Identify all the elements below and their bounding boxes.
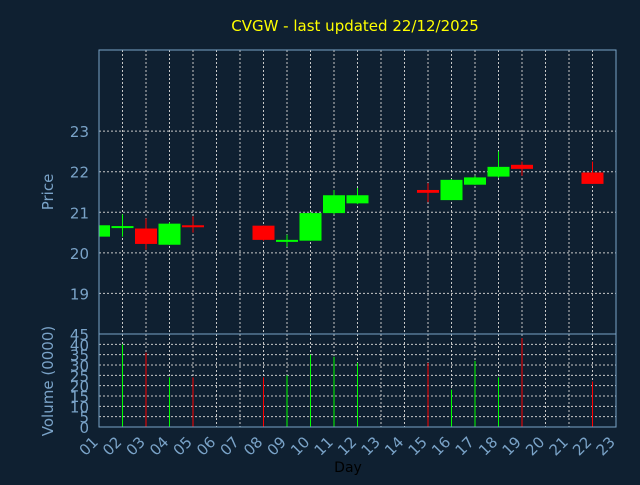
volume-tick-20: 20 bbox=[70, 378, 89, 396]
candles bbox=[98, 151, 604, 250]
x-tick-01: 01 bbox=[76, 433, 102, 459]
x-tick-06: 06 bbox=[193, 433, 219, 459]
x-tick-08: 08 bbox=[240, 433, 266, 459]
x-tick-20: 20 bbox=[522, 433, 548, 459]
candle-body-04 bbox=[158, 223, 181, 245]
x-tick-11: 11 bbox=[311, 433, 337, 459]
candle-body-22 bbox=[581, 172, 604, 184]
volume-tick-15: 15 bbox=[70, 388, 89, 406]
volume-tick-10: 10 bbox=[70, 398, 89, 416]
volume-tick-30: 30 bbox=[70, 357, 89, 375]
candle-body-01 bbox=[99, 225, 110, 237]
volume-tick-25: 25 bbox=[70, 367, 89, 385]
frames bbox=[98, 49, 617, 428]
price-tick-20: 20 bbox=[70, 245, 89, 263]
price-tick-22: 22 bbox=[70, 164, 89, 182]
x-tick-02: 02 bbox=[99, 433, 125, 459]
x-axis-label: Day bbox=[334, 460, 362, 476]
x-tick-05: 05 bbox=[170, 433, 196, 459]
x-tick-04: 04 bbox=[146, 433, 172, 459]
x-tick-10: 10 bbox=[287, 433, 313, 459]
chart-title: CVGW - last updated 22/12/2025 bbox=[231, 17, 479, 35]
volume-axis-label: Volume (0000) bbox=[39, 326, 57, 436]
x-tick-23: 23 bbox=[593, 433, 619, 459]
candle-body-11 bbox=[323, 195, 345, 214]
price-tick-labels: 19 20 21 22 23 bbox=[70, 123, 89, 303]
candle-body-03 bbox=[135, 228, 157, 244]
price-tick-19: 19 bbox=[70, 285, 89, 303]
volume-tick-45: 45 bbox=[70, 326, 89, 344]
x-tick-14: 14 bbox=[381, 433, 407, 459]
candle-body-10 bbox=[299, 213, 322, 241]
x-tick-18: 18 bbox=[475, 433, 501, 459]
candle-body-16 bbox=[440, 179, 463, 201]
x-tick-labels: 0102030405060708091011121314151617181920… bbox=[76, 433, 619, 459]
x-tick-12: 12 bbox=[334, 433, 360, 459]
x-tick-19: 19 bbox=[499, 433, 525, 459]
x-tick-07: 07 bbox=[217, 433, 243, 459]
price-tick-23: 23 bbox=[70, 123, 89, 141]
x-tick-09: 09 bbox=[264, 433, 290, 459]
price-tick-21: 21 bbox=[70, 204, 89, 222]
x-tick-16: 16 bbox=[428, 433, 454, 459]
volume-tick-35: 35 bbox=[70, 347, 89, 365]
candle-body-02 bbox=[111, 226, 134, 229]
x-tick-15: 15 bbox=[405, 433, 431, 459]
x-tick-03: 03 bbox=[123, 433, 149, 459]
price-axis-label: Price bbox=[39, 174, 57, 211]
volume-tick-5: 5 bbox=[79, 409, 89, 427]
candle-body-18 bbox=[487, 166, 510, 177]
candle-body-19 bbox=[511, 164, 533, 169]
candle-body-05 bbox=[182, 225, 204, 228]
x-tick-17: 17 bbox=[452, 433, 478, 459]
volume-bars bbox=[122, 338, 593, 427]
candle-body-17 bbox=[464, 177, 486, 185]
candle-body-08 bbox=[252, 225, 275, 240]
candle-body-15 bbox=[417, 189, 439, 193]
volume-panel-frame bbox=[98, 333, 617, 428]
x-tick-22: 22 bbox=[569, 433, 595, 459]
volume-tick-40: 40 bbox=[70, 336, 89, 354]
candle-body-09 bbox=[276, 239, 298, 242]
x-tick-13: 13 bbox=[358, 433, 384, 459]
candle-body-12 bbox=[346, 195, 369, 204]
volume-tick-0: 0 bbox=[79, 419, 89, 437]
x-tick-21: 21 bbox=[546, 433, 572, 459]
